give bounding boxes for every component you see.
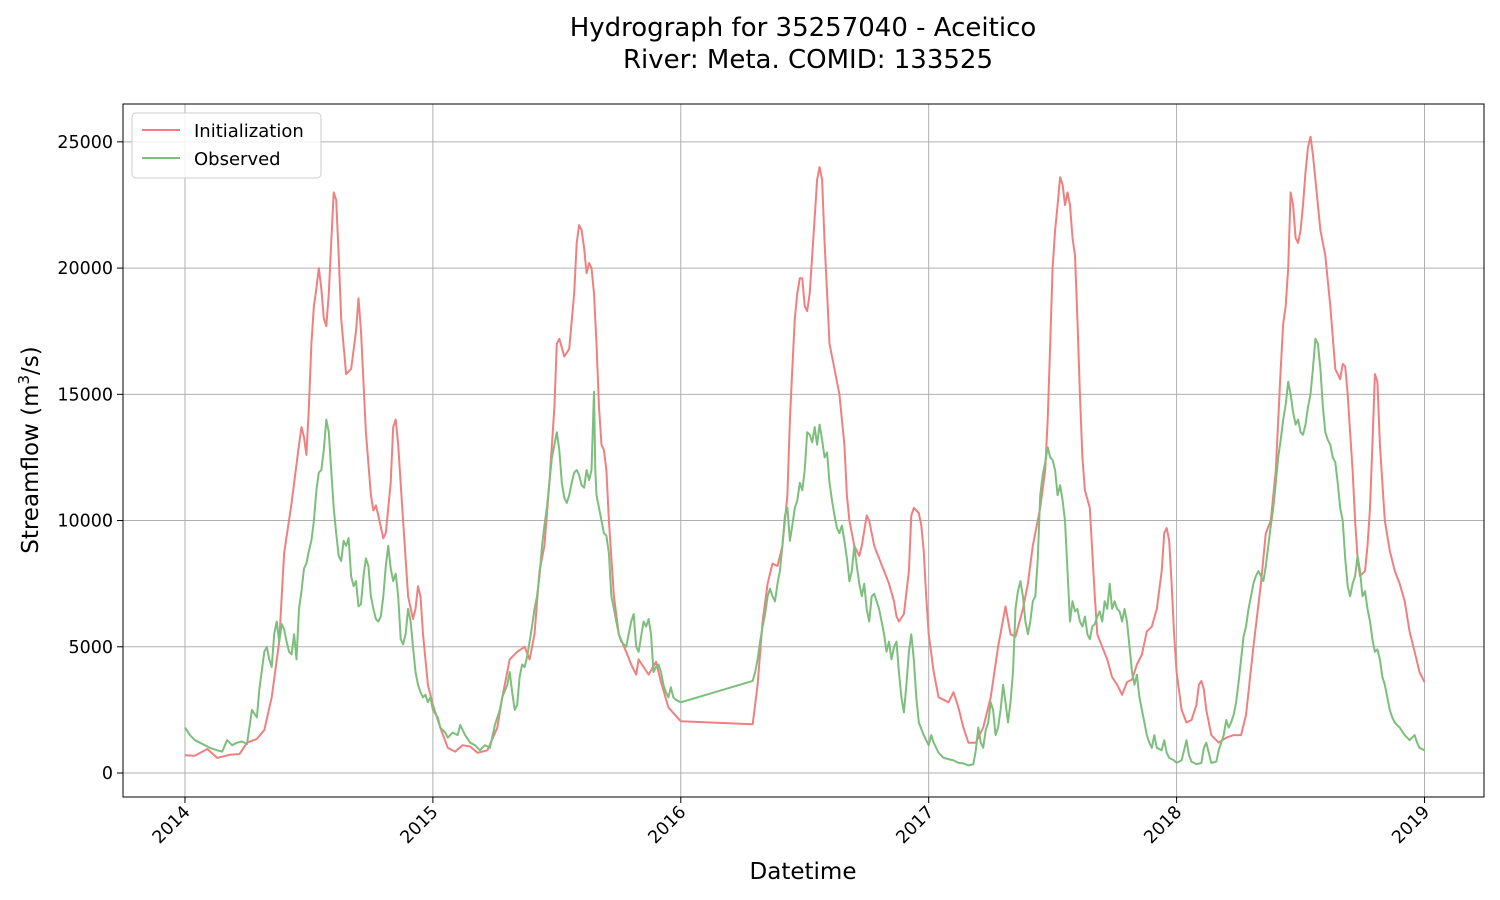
x-axis-label: Datetime xyxy=(750,859,857,885)
x-tick-label: 2017 xyxy=(893,802,939,848)
series-line-observed xyxy=(184,337,1425,767)
x-tick-label: 2016 xyxy=(645,802,691,848)
y-tick-label: 20000 xyxy=(57,259,113,279)
plot-frame xyxy=(122,103,1485,798)
y-axis-label-end: /s) xyxy=(18,346,44,375)
x-tick-label: 2014 xyxy=(149,802,195,848)
series-layer xyxy=(184,135,1426,767)
axis-ticks: 2014 2015 2016 2017 2018 2019 0 5000 10000 15000 2… xyxy=(57,133,1434,848)
legend: Initialization Observed xyxy=(131,112,322,179)
y-tick-label: 5000 xyxy=(68,638,113,658)
y-tick-label: 15000 xyxy=(57,385,113,405)
x-tick-label: 2015 xyxy=(397,802,443,848)
y-axis-label-sup: 3 xyxy=(15,375,33,385)
grid-lines xyxy=(123,104,1484,797)
chart-title-line2: River: Meta. COMID: 133525 xyxy=(623,45,993,75)
y-tick-label: 25000 xyxy=(57,133,113,153)
chart-title-line1: Hydrograph for 35257040 - Aceitico xyxy=(570,13,1037,43)
y-axis-label-main: Streamflow (m xyxy=(18,384,44,553)
legend-label-initialization: Initialization xyxy=(194,121,304,142)
y-axis-label: Streamflow (m3/s) xyxy=(15,346,44,554)
y-tick-label: 10000 xyxy=(57,512,113,532)
x-tick-label: 2019 xyxy=(1388,802,1434,848)
legend-label-observed: Observed xyxy=(194,149,281,170)
x-tick-label: 2018 xyxy=(1140,802,1186,848)
series-line-initialization xyxy=(184,135,1426,759)
y-tick-label: 0 xyxy=(102,764,113,784)
